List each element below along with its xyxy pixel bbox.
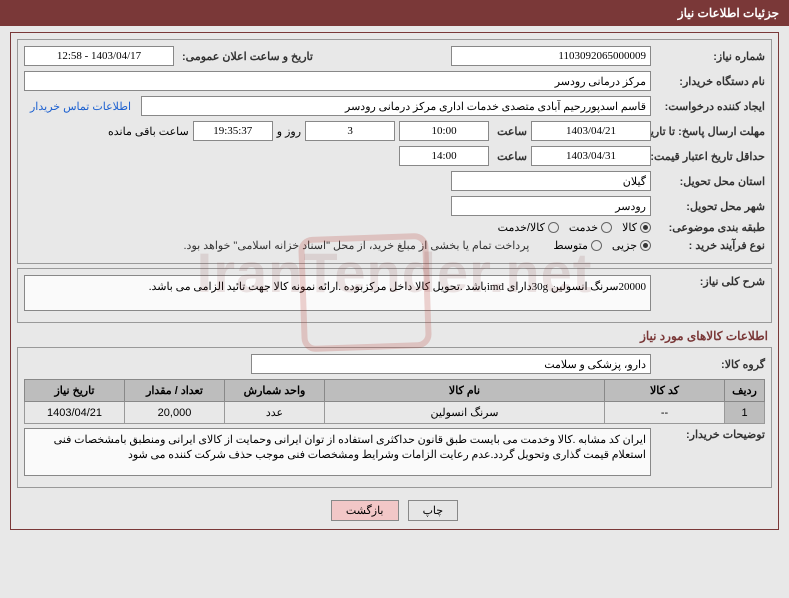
need-no-field[interactable] bbox=[451, 46, 651, 66]
cell-code: -- bbox=[605, 402, 725, 424]
city-field[interactable] bbox=[451, 196, 651, 216]
deadline-label: مهلت ارسال پاسخ: تا تاریخ: bbox=[655, 125, 765, 138]
request-section: شماره نیاز: تاریخ و ساعت اعلان عمومی: نا… bbox=[17, 39, 772, 264]
radio-medium[interactable] bbox=[591, 240, 602, 251]
radio-service-label: خدمت bbox=[569, 221, 598, 234]
buyer-contact-link[interactable]: اطلاعات تماس خریدار bbox=[24, 100, 137, 113]
desc-text[interactable]: 20000سرنگ انسولین 30gدارای imdباشد .تحوی… bbox=[24, 275, 651, 311]
category-radio-group: کالا خدمت کالا/خدمت bbox=[498, 221, 651, 234]
main-panel: شماره نیاز: تاریخ و ساعت اعلان عمومی: نا… bbox=[10, 32, 779, 530]
radio-goods-label: کالا bbox=[622, 221, 637, 234]
validity-label: حداقل تاریخ اعتبار قیمت: تا تاریخ: bbox=[655, 150, 765, 163]
radio-medium-label: متوسط bbox=[553, 239, 588, 252]
days-count-field[interactable] bbox=[305, 121, 395, 141]
creator-field[interactable] bbox=[141, 96, 651, 116]
purchase-type-group: جزیی متوسط bbox=[553, 239, 651, 252]
announce-field[interactable] bbox=[24, 46, 174, 66]
province-field[interactable] bbox=[451, 171, 651, 191]
cell-date: 1403/04/21 bbox=[25, 402, 125, 424]
description-section: شرح کلی نیاز: 20000سرنگ انسولین 30gدارای… bbox=[17, 268, 772, 323]
need-no-label: شماره نیاز: bbox=[655, 50, 765, 63]
cell-unit: عدد bbox=[225, 402, 325, 424]
purchase-type-label: نوع فرآیند خرید : bbox=[655, 239, 765, 252]
table-header-row: ردیف کد کالا نام کالا واحد شمارش تعداد /… bbox=[25, 380, 765, 402]
items-header: اطلاعات کالاهای مورد نیاز bbox=[21, 329, 768, 343]
time-label-2: ساعت bbox=[493, 150, 527, 163]
buyer-org-field[interactable] bbox=[24, 71, 651, 91]
payment-note: پرداخت تمام یا بخشی از مبلغ خرید، از محل… bbox=[184, 239, 530, 252]
remaining-label: ساعت باقی مانده bbox=[108, 125, 189, 138]
buyer-note-label: توضیحات خریدار: bbox=[655, 428, 765, 441]
print-button[interactable]: چاپ bbox=[408, 500, 459, 521]
days-and-label: روز و bbox=[277, 125, 301, 138]
button-row: چاپ بازگشت bbox=[13, 492, 776, 527]
announce-label: تاریخ و ساعت اعلان عمومی: bbox=[178, 50, 313, 63]
cell-name: سرنگ انسولین bbox=[325, 402, 605, 424]
col-rownum: ردیف bbox=[725, 380, 765, 402]
table-row[interactable]: 1 -- سرنگ انسولین عدد 20,000 1403/04/21 bbox=[25, 402, 765, 424]
validity-date-field[interactable] bbox=[531, 146, 651, 166]
group-field[interactable] bbox=[251, 354, 651, 374]
col-name: نام کالا bbox=[325, 380, 605, 402]
desc-label: شرح کلی نیاز: bbox=[655, 275, 765, 288]
col-code: کد کالا bbox=[605, 380, 725, 402]
radio-minor[interactable] bbox=[640, 240, 651, 251]
deadline-date-field[interactable] bbox=[531, 121, 651, 141]
back-button[interactable]: بازگشت bbox=[331, 500, 399, 521]
radio-goods[interactable] bbox=[640, 222, 651, 233]
province-label: استان محل تحویل: bbox=[655, 175, 765, 188]
col-date: تاریخ نیاز bbox=[25, 380, 125, 402]
countdown-field[interactable] bbox=[193, 121, 273, 141]
cell-rownum: 1 bbox=[725, 402, 765, 424]
city-label: شهر محل تحویل: bbox=[655, 200, 765, 213]
radio-service[interactable] bbox=[601, 222, 612, 233]
time-label-1: ساعت bbox=[493, 125, 527, 138]
items-table: ردیف کد کالا نام کالا واحد شمارش تعداد /… bbox=[24, 379, 765, 424]
category-label: طبقه بندی موضوعی: bbox=[655, 221, 765, 234]
creator-label: ایجاد کننده درخواست: bbox=[655, 100, 765, 113]
radio-both-label: کالا/خدمت bbox=[498, 221, 545, 234]
radio-minor-label: جزیی bbox=[612, 239, 637, 252]
radio-both[interactable] bbox=[548, 222, 559, 233]
validity-time-field[interactable] bbox=[399, 146, 489, 166]
page-title: جزئیات اطلاعات نیاز bbox=[0, 0, 789, 26]
items-section: گروه کالا: ردیف کد کالا نام کالا واحد شم… bbox=[17, 347, 772, 488]
cell-qty: 20,000 bbox=[125, 402, 225, 424]
col-unit: واحد شمارش bbox=[225, 380, 325, 402]
col-qty: تعداد / مقدار bbox=[125, 380, 225, 402]
deadline-time-field[interactable] bbox=[399, 121, 489, 141]
buyer-note-text[interactable]: ایران کد مشابه .کالا وخدمت می بایست طبق … bbox=[24, 428, 651, 476]
group-label: گروه کالا: bbox=[655, 358, 765, 371]
buyer-org-label: نام دستگاه خریدار: bbox=[655, 75, 765, 88]
